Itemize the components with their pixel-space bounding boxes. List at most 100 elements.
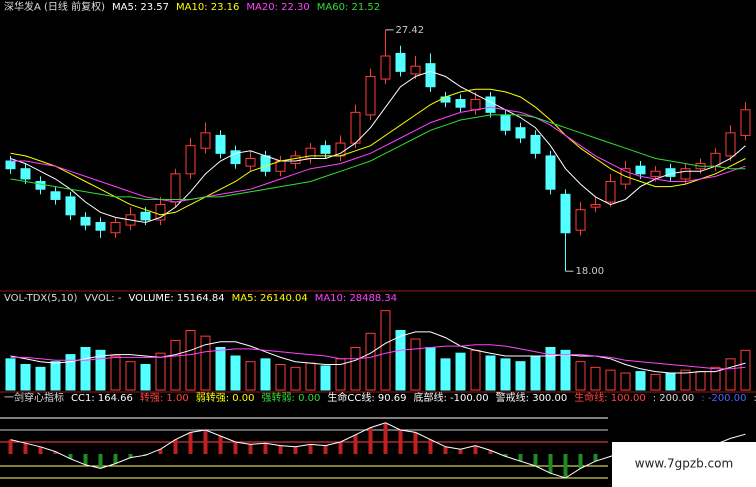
volume-bar (440, 358, 451, 391)
candle-body (110, 222, 121, 234)
candle-body (575, 209, 586, 231)
indicator-bar (308, 444, 313, 454)
volume-bar (530, 355, 541, 391)
header-label: MA10: 23.16 (176, 2, 239, 13)
indicator-bar (323, 445, 328, 454)
volume-bar (5, 358, 16, 391)
indicator-bar (548, 454, 553, 474)
header-label: MA10: 28488.34 (315, 293, 397, 304)
volume-bar (515, 361, 526, 391)
header-label: 弱转强: 0.00 (196, 391, 255, 404)
indicator-bar (458, 449, 463, 454)
candle-body (365, 75, 376, 116)
header-label: 底部线: -100.00 (414, 391, 489, 404)
volume-bar (395, 330, 406, 391)
candle-body (410, 65, 421, 75)
header-label: 警戒线: 300.00 (496, 391, 568, 404)
indicator-bar (173, 439, 178, 454)
indicator-bar (188, 432, 193, 454)
candle-body (560, 193, 571, 234)
candle-body (740, 109, 751, 136)
volume-bar (170, 339, 181, 391)
indicator-bar (128, 454, 133, 458)
indicator-bar (413, 432, 418, 454)
volume-bar (470, 349, 481, 391)
volume-bar (140, 364, 151, 391)
volume-bar (80, 347, 91, 391)
candle-body (350, 111, 361, 144)
indicator-bar (8, 439, 13, 454)
volume-bar (380, 310, 391, 391)
indicator-bar (473, 445, 478, 454)
indicator-bar (248, 444, 253, 454)
header-label: : 200.00 (653, 393, 695, 404)
candle-body (635, 165, 646, 175)
header-label: : -200.00 (701, 393, 746, 404)
candle-body (170, 173, 181, 203)
header-label: 强转弱: 0.00 (262, 391, 321, 404)
indicator-bar (563, 454, 568, 478)
indicator-bar (488, 450, 493, 454)
volume-bar (545, 347, 556, 391)
volume-bar (200, 335, 211, 391)
volume-bar (350, 347, 361, 391)
header-label: 一剑穿心指标 (4, 391, 64, 404)
indicator-bar (338, 442, 343, 454)
indicator-bar (293, 446, 298, 454)
annotation: 18.00 (576, 266, 605, 277)
ma-line (10, 88, 746, 216)
volume-bar (365, 332, 376, 391)
header-label: 深华发A (日线 前复权) (4, 0, 105, 13)
indicator-bar (263, 443, 268, 454)
candle-body (245, 157, 256, 167)
candle-body (215, 134, 226, 154)
indicator-bar (593, 454, 598, 462)
volume-bar (230, 355, 241, 391)
volume-bar (560, 349, 571, 391)
volume-ma-line (10, 344, 746, 370)
header-label: VOL-TDX(5,10) (4, 293, 77, 304)
candle-body (425, 63, 436, 88)
volume-ma-line (10, 331, 746, 374)
candle-body (590, 204, 601, 208)
indicator-bar (278, 445, 283, 454)
indicator-bar (443, 446, 448, 454)
candle-body (320, 145, 331, 154)
indicator-bar (68, 454, 73, 459)
indicator-bar (98, 454, 103, 469)
indicator-bar (503, 454, 508, 457)
ma-line (10, 106, 746, 203)
volume-bar (695, 371, 706, 391)
volume-bar (605, 369, 616, 391)
header-label: VVOL: - (84, 293, 121, 304)
volume-bar (125, 361, 136, 391)
indicator-bar (233, 442, 238, 454)
header-label: VOLUME: 15164.84 (128, 293, 224, 304)
ma-line (10, 114, 746, 200)
candle-body (200, 132, 211, 149)
volume-bar (260, 358, 271, 391)
header-label: 生命CC线: 90.69 (327, 391, 406, 404)
volume-bar (275, 364, 286, 391)
volume-bar (680, 369, 691, 391)
candle-body (455, 99, 466, 108)
candle-body (605, 181, 616, 203)
indicator-bar (143, 454, 148, 456)
volume-bar (185, 330, 196, 391)
indicator-bar (218, 436, 223, 454)
indicator-bar (398, 430, 403, 454)
indicator-bar (38, 446, 43, 454)
volume-bar (290, 366, 301, 391)
volume-bar (485, 355, 496, 391)
volume-bar (740, 349, 751, 391)
volume-bar (320, 365, 331, 391)
candle-body (470, 99, 481, 111)
volume-bar (725, 358, 736, 391)
indicator-bar (353, 434, 358, 454)
indicator-bar (203, 430, 208, 454)
candle-body (530, 134, 541, 154)
volume-bar (305, 362, 316, 391)
